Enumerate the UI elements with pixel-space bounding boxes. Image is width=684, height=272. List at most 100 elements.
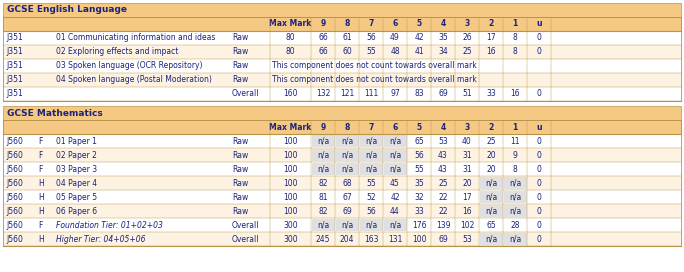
Text: 97: 97 — [390, 89, 400, 98]
Text: 35: 35 — [438, 33, 448, 42]
Text: 04 Paper 4: 04 Paper 4 — [56, 178, 97, 187]
Text: 65: 65 — [486, 221, 496, 230]
Text: J560: J560 — [6, 234, 23, 243]
Text: 0: 0 — [536, 206, 542, 215]
Text: 100: 100 — [283, 206, 298, 215]
Text: 111: 111 — [364, 89, 378, 98]
Bar — [311, 135, 334, 147]
Text: n/a: n/a — [509, 234, 521, 243]
Text: J560: J560 — [6, 178, 23, 187]
Text: 01 Paper 1: 01 Paper 1 — [56, 137, 97, 146]
Text: Foundation Tier: 01+02+03: Foundation Tier: 01+02+03 — [56, 221, 163, 230]
Text: 53: 53 — [438, 137, 448, 146]
Text: n/a: n/a — [485, 234, 497, 243]
Text: 300: 300 — [283, 234, 298, 243]
Text: 42: 42 — [390, 193, 400, 202]
Text: 100: 100 — [412, 234, 426, 243]
Bar — [360, 149, 382, 161]
Text: 0: 0 — [536, 150, 542, 159]
Text: J351: J351 — [6, 61, 23, 70]
Text: 9: 9 — [320, 20, 326, 29]
Text: 16: 16 — [462, 206, 472, 215]
Text: 0: 0 — [536, 33, 542, 42]
Text: Raw: Raw — [232, 137, 248, 146]
Text: 0: 0 — [536, 234, 542, 243]
Bar — [3, 148, 681, 162]
Text: 03 Paper 3: 03 Paper 3 — [56, 165, 97, 174]
Text: 6: 6 — [393, 122, 397, 131]
Text: 69: 69 — [438, 89, 448, 98]
Text: Overall: Overall — [232, 234, 259, 243]
Bar — [311, 163, 334, 175]
Text: 8: 8 — [344, 122, 350, 131]
Text: n/a: n/a — [317, 137, 329, 146]
Text: 80: 80 — [286, 33, 295, 42]
Text: 31: 31 — [462, 165, 472, 174]
Text: 33: 33 — [486, 89, 496, 98]
Bar — [479, 177, 503, 189]
Bar — [479, 233, 503, 245]
Text: F: F — [38, 150, 42, 159]
Text: 56: 56 — [366, 33, 376, 42]
Text: 66: 66 — [318, 33, 328, 42]
Text: 02 Paper 2: 02 Paper 2 — [56, 150, 97, 159]
Text: 43: 43 — [438, 165, 448, 174]
Text: 163: 163 — [364, 234, 378, 243]
Text: 5: 5 — [417, 122, 421, 131]
Text: 48: 48 — [390, 48, 400, 57]
Text: 67: 67 — [342, 193, 352, 202]
Text: 16: 16 — [486, 48, 496, 57]
Text: F: F — [38, 221, 42, 230]
Text: 51: 51 — [462, 89, 472, 98]
Text: J560: J560 — [6, 137, 23, 146]
Text: 65: 65 — [414, 137, 424, 146]
Text: 45: 45 — [390, 178, 400, 187]
Text: 7: 7 — [368, 20, 373, 29]
Text: Raw: Raw — [232, 150, 248, 159]
Text: 245: 245 — [316, 234, 330, 243]
Bar — [360, 135, 382, 147]
Text: 0: 0 — [536, 165, 542, 174]
Text: J560: J560 — [6, 221, 23, 230]
Bar — [335, 163, 358, 175]
Bar — [3, 190, 681, 204]
Text: F: F — [38, 165, 42, 174]
Text: 0: 0 — [536, 137, 542, 146]
Text: 176: 176 — [412, 221, 426, 230]
Text: Raw: Raw — [232, 33, 248, 42]
Text: 28: 28 — [510, 221, 520, 230]
Text: F: F — [38, 137, 42, 146]
Text: 20: 20 — [486, 165, 496, 174]
Text: 100: 100 — [283, 165, 298, 174]
Text: 11: 11 — [510, 137, 520, 146]
Text: J560: J560 — [6, 165, 23, 174]
Text: n/a: n/a — [317, 165, 329, 174]
Text: Raw: Raw — [232, 206, 248, 215]
Text: 43: 43 — [438, 150, 448, 159]
Text: u: u — [536, 122, 542, 131]
Text: 102: 102 — [460, 221, 474, 230]
Bar — [311, 149, 334, 161]
Text: GCSE English Language: GCSE English Language — [7, 5, 127, 14]
Text: 3: 3 — [464, 122, 470, 131]
Bar — [503, 191, 527, 203]
Text: 06 Paper 6: 06 Paper 6 — [56, 206, 97, 215]
Bar — [3, 162, 681, 176]
Bar — [335, 219, 358, 231]
Text: 81: 81 — [318, 193, 328, 202]
Text: 4: 4 — [440, 122, 445, 131]
Bar — [3, 45, 681, 59]
Text: n/a: n/a — [509, 193, 521, 202]
Text: 02 Exploring effects and impact: 02 Exploring effects and impact — [56, 48, 179, 57]
Bar — [360, 163, 382, 175]
Text: 8: 8 — [512, 48, 517, 57]
Text: n/a: n/a — [389, 150, 401, 159]
Text: 16: 16 — [510, 89, 520, 98]
Text: 1: 1 — [512, 122, 518, 131]
Text: 80: 80 — [286, 48, 295, 57]
Text: 52: 52 — [366, 193, 376, 202]
Bar — [3, 232, 681, 246]
Text: n/a: n/a — [485, 178, 497, 187]
Text: n/a: n/a — [365, 150, 377, 159]
Text: J560: J560 — [6, 150, 23, 159]
